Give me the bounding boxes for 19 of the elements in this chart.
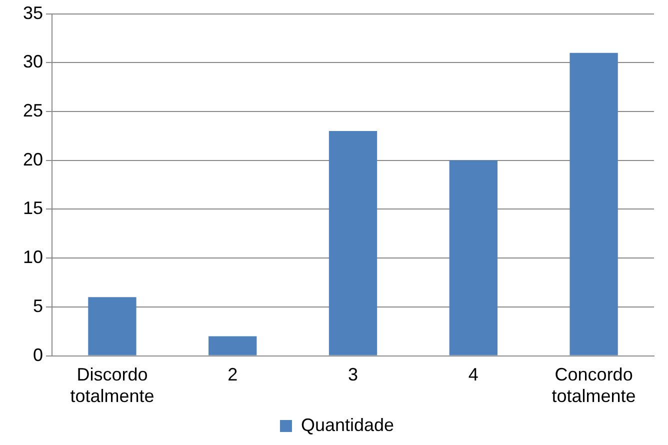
y-tick-label: 20 [22,149,44,170]
bar [88,297,136,356]
x-tick-label: 3 [348,364,358,385]
y-tick-label: 15 [22,198,44,218]
y-tick-label: 35 [22,2,44,23]
bar [208,336,257,356]
legend-label: Quantidade [300,414,394,435]
y-tick-label: 25 [22,100,44,120]
bar [570,52,618,356]
x-tick-label: Concordo totalmente [552,364,636,406]
x-tick-label: Discordo totalmente [70,364,154,406]
y-tick-label: 5 [33,296,44,316]
x-tick-label: 2 [228,364,238,385]
x-tick-label: 4 [468,364,478,385]
y-tick-label: 30 [22,52,44,72]
bar [449,160,498,356]
y-tick-label: 10 [22,247,44,268]
bar [328,131,378,356]
y-tick-label: 0 [33,344,44,365]
